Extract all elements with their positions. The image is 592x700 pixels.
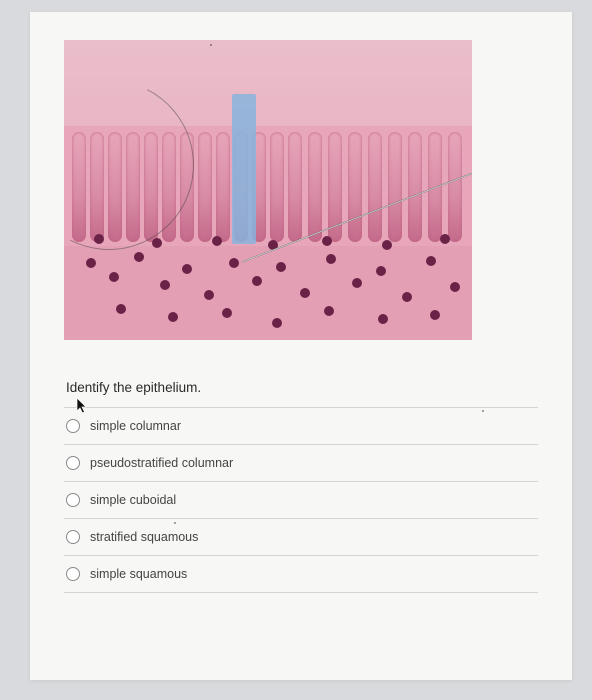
nucleus — [324, 306, 334, 316]
question-card: Identify the epithelium. simple columnar… — [30, 12, 572, 680]
nucleus — [376, 266, 386, 276]
columnar-cell — [368, 132, 382, 242]
nucleus — [168, 312, 178, 322]
option-label: simple cuboidal — [90, 493, 176, 507]
nucleus — [300, 288, 310, 298]
nucleus — [430, 310, 440, 320]
nucleus — [272, 318, 282, 328]
nucleus — [252, 276, 262, 286]
answer-option[interactable]: stratified squamous — [64, 519, 538, 556]
answer-option[interactable]: simple columnar — [64, 408, 538, 445]
dust-speck — [174, 522, 176, 524]
dust-speck — [210, 44, 212, 46]
columnar-cell — [388, 132, 402, 242]
columnar-cell — [348, 132, 362, 242]
columnar-cell — [198, 132, 212, 242]
answer-option[interactable]: pseudostratified columnar — [64, 445, 538, 482]
option-label: stratified squamous — [90, 530, 198, 544]
pointer-line — [242, 160, 472, 161]
radio-icon[interactable] — [66, 419, 80, 433]
nucleus — [352, 278, 362, 288]
nucleus — [378, 314, 388, 324]
nucleus — [440, 234, 450, 244]
nucleus — [382, 240, 392, 250]
nucleus — [276, 262, 286, 272]
cursor-icon — [76, 398, 90, 414]
nucleus — [402, 292, 412, 302]
highlighted-cell-marker — [232, 94, 256, 244]
nucleus — [86, 258, 96, 268]
columnar-cell — [308, 132, 322, 242]
columnar-cell — [216, 132, 230, 242]
option-label: simple squamous — [90, 567, 187, 581]
nucleus — [204, 290, 214, 300]
columnar-cell — [448, 132, 462, 242]
radio-icon[interactable] — [66, 567, 80, 581]
nucleus — [160, 280, 170, 290]
answer-option[interactable]: simple squamous — [64, 556, 538, 593]
question-prompt: Identify the epithelium. — [64, 380, 538, 395]
nucleus — [182, 264, 192, 274]
nucleus — [212, 236, 222, 246]
nucleus — [152, 238, 162, 248]
nucleus — [109, 272, 119, 282]
columnar-cell — [408, 132, 422, 242]
answer-option[interactable]: simple cuboidal — [64, 482, 538, 519]
radio-icon[interactable] — [66, 530, 80, 544]
nucleus — [134, 252, 144, 262]
answer-options: simple columnar pseudostratified columna… — [64, 407, 538, 593]
option-label: pseudostratified columnar — [90, 456, 233, 470]
columnar-cell — [288, 132, 302, 242]
nucleus — [116, 304, 126, 314]
columnar-cell — [428, 132, 442, 242]
radio-icon[interactable] — [66, 456, 80, 470]
radio-icon[interactable] — [66, 493, 80, 507]
nucleus — [426, 256, 436, 266]
histology-figure — [64, 40, 472, 340]
nucleus — [322, 236, 332, 246]
columnar-cell — [270, 132, 284, 242]
nucleus — [222, 308, 232, 318]
nucleus — [229, 258, 239, 268]
dust-speck — [482, 410, 484, 412]
nucleus — [326, 254, 336, 264]
nucleus — [450, 282, 460, 292]
option-label: simple columnar — [90, 419, 181, 433]
